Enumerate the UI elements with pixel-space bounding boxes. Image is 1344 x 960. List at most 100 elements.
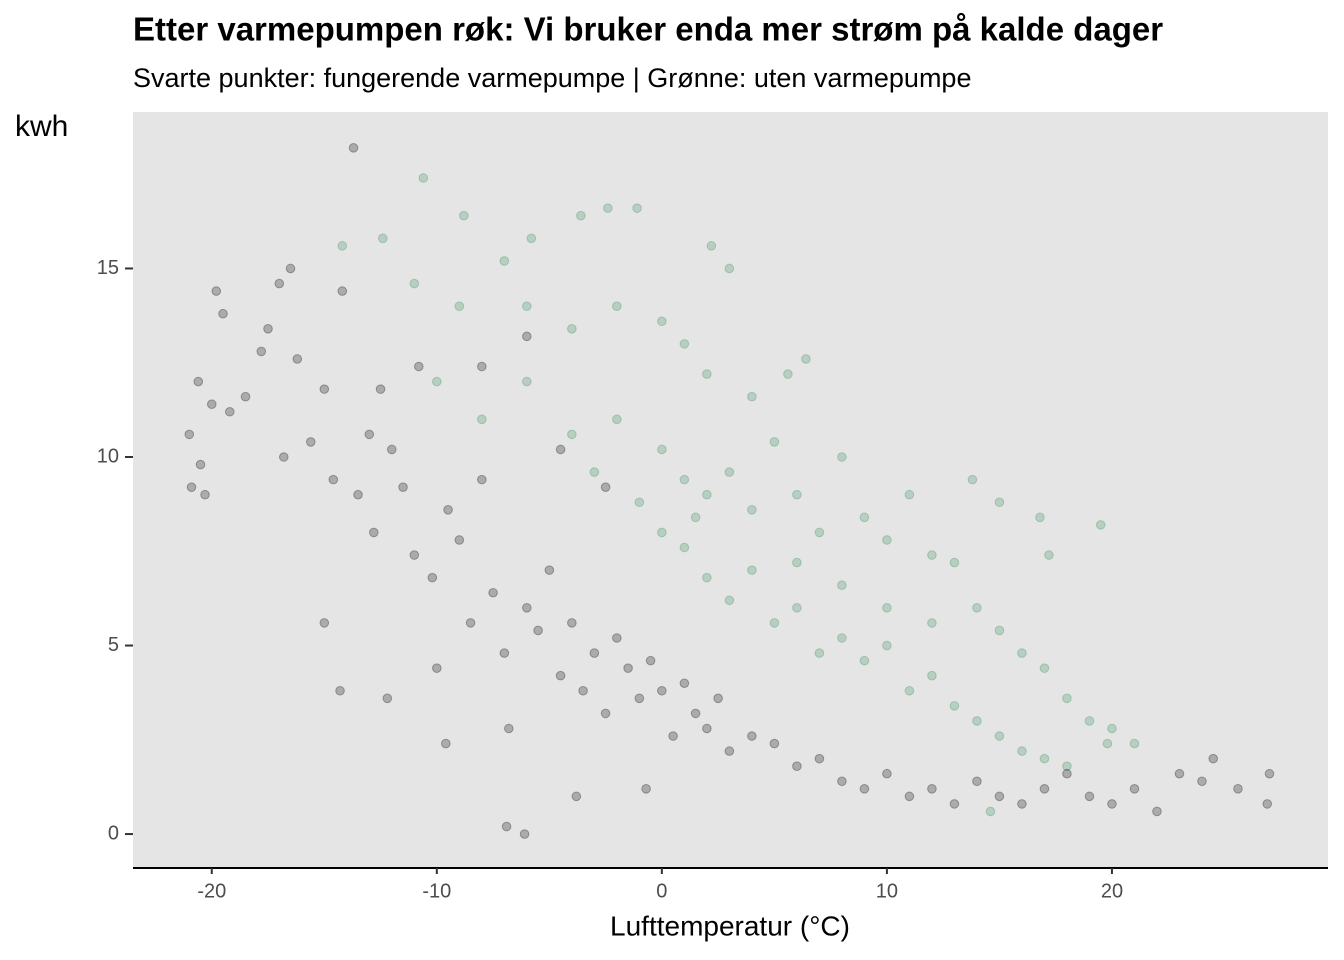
point [195,459,206,470]
point [1017,648,1027,658]
point [612,633,622,643]
point [224,406,235,417]
point [353,489,363,500]
point [724,467,735,477]
point [378,233,388,244]
point [769,618,780,628]
point [501,821,512,832]
point [600,482,611,492]
point [432,663,442,673]
point [904,685,915,696]
point [985,806,996,817]
point [690,708,701,719]
point [1095,520,1106,530]
point [859,655,870,666]
point [1264,768,1275,779]
point [499,648,510,658]
point [702,369,712,379]
point [576,210,586,221]
point [904,791,915,802]
point [882,603,892,613]
point [1084,716,1095,726]
point [292,354,303,364]
point [634,693,645,704]
point [724,595,735,606]
point [278,452,289,462]
point [1044,550,1054,560]
point [441,738,451,749]
point [801,354,811,364]
point [747,504,757,515]
point [571,791,582,802]
point [657,444,667,455]
y-tick-label: 15 [97,257,119,279]
point [364,429,375,440]
point [668,731,678,741]
point [477,361,487,372]
point [526,233,537,244]
point [747,731,757,741]
point [972,776,982,787]
point [747,565,757,575]
point [488,587,498,598]
point [519,829,530,839]
x-tick-label: 20 [1101,880,1123,902]
point [418,173,429,183]
point [702,489,712,500]
point [641,784,651,794]
point [994,625,1005,636]
point [724,263,735,274]
point [769,437,780,447]
point [454,535,465,545]
point [679,339,690,349]
point [305,437,316,447]
point [335,685,345,696]
point [632,203,642,213]
point [263,324,273,334]
point [193,376,204,387]
point [1062,693,1072,704]
y-tick-label: 10 [97,445,119,467]
point [1039,663,1050,673]
point [398,482,408,492]
point [186,482,197,492]
point [319,384,330,394]
point [792,603,802,613]
point [1174,768,1185,779]
point [972,716,982,726]
point [409,278,420,289]
point [612,301,622,311]
point [1107,723,1117,734]
point [949,799,960,809]
point [1017,799,1027,809]
x-tick-label: 0 [656,880,667,902]
point [814,753,825,764]
point [369,527,379,538]
point [837,580,847,591]
point [578,685,588,696]
point [657,316,667,327]
point [657,685,667,696]
point [533,625,543,636]
point [927,784,937,794]
point [1017,746,1027,756]
point [679,474,690,485]
x-tick-label: 10 [876,880,898,902]
point [328,474,339,485]
y-tick-label: 0 [108,822,119,844]
point [1062,768,1072,779]
point [555,670,566,681]
point [211,286,222,296]
point [603,203,613,213]
point [477,474,487,485]
point [567,618,577,628]
point [337,241,348,251]
point [792,489,802,500]
point [724,746,735,756]
point [1262,799,1273,809]
point [499,256,510,266]
chart-title: Etter varmepumpen røk: Vi bruker enda me… [133,11,1163,48]
point [1039,753,1050,764]
point [1102,738,1113,749]
x-axis-title: Lufttemperatur (°C) [610,910,850,941]
